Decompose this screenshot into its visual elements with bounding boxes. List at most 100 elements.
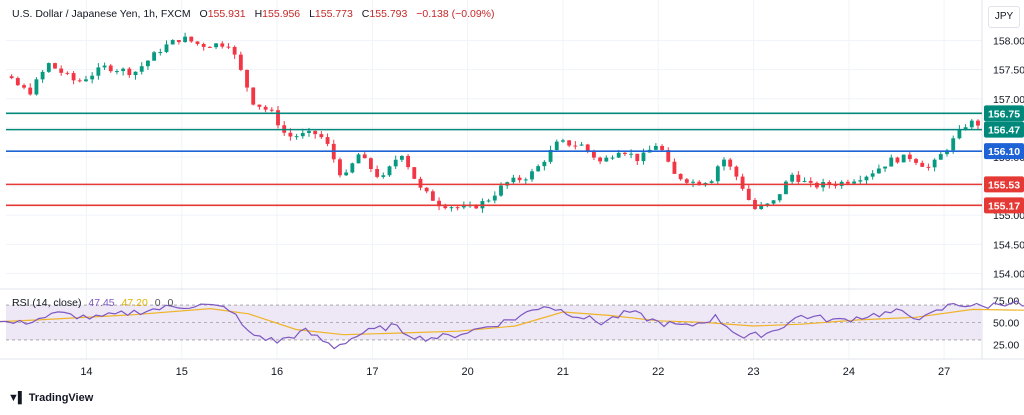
candle-body: [9, 76, 14, 79]
price-tick-label: 154.50: [993, 239, 1024, 251]
level-label-156.10: 156.10: [988, 146, 1020, 158]
candle-body: [567, 140, 572, 146]
candle-body: [653, 145, 658, 150]
level-badge-156.75: [984, 105, 1024, 122]
candle-body: [34, 79, 39, 95]
high-label: H: [254, 8, 263, 20]
close-value: 155.793: [369, 8, 408, 20]
candle-body: [325, 137, 330, 144]
candle-body: [845, 181, 850, 184]
low-label: L: [309, 8, 315, 20]
level-label-155.53: 155.53: [988, 179, 1020, 191]
level-badge-155.17: [984, 197, 1024, 214]
price-tick-label: 158.00: [993, 36, 1024, 48]
candle-body: [722, 159, 726, 167]
candle-body: [945, 150, 949, 155]
candle-body: [474, 205, 479, 209]
candle-body: [399, 155, 404, 160]
candle-body: [362, 154, 367, 159]
candle-body: [641, 152, 646, 162]
candle-body: [102, 65, 107, 68]
candle-body: [784, 181, 788, 195]
rsi-tick-label: 25.00: [993, 339, 1019, 351]
candle-body: [455, 207, 460, 209]
candle-body: [561, 140, 565, 142]
brand-name: TradingView: [28, 392, 94, 404]
candle-body: [375, 169, 380, 177]
rsi-legend: RSI (14, close) 47.45 47.20 0 0: [12, 297, 173, 309]
candle-body: [920, 162, 925, 167]
rsi-line: [0, 300, 1024, 350]
candle-body: [629, 153, 634, 155]
candle-body: [889, 157, 894, 167]
candle-body: [319, 134, 324, 138]
candle-body: [548, 149, 553, 162]
symbol-title: U.S. Dollar / Japanese Yen, 1h, FXCM: [12, 8, 191, 20]
candle-body: [71, 73, 76, 81]
candle-body: [938, 154, 943, 160]
candle-body: [424, 187, 429, 192]
candle-body: [15, 78, 20, 86]
candle-body: [164, 44, 169, 53]
candle-body: [158, 52, 163, 54]
candle-body: [969, 120, 974, 128]
rsi-zero-2: 0: [167, 297, 174, 309]
candle-body: [53, 63, 57, 69]
rsi-value: 47.45: [88, 297, 115, 309]
candle-body: [852, 181, 857, 184]
candle-body: [387, 166, 392, 176]
candle-body: [238, 54, 243, 70]
time-tick-label: 21: [557, 366, 569, 378]
time-tick-label: 14: [80, 366, 92, 378]
tradingview-logo[interactable]: ▼▌ TradingView: [8, 392, 93, 404]
change-value: −0.138 (−0.09%): [416, 8, 495, 20]
price-tick-label: 157.00: [993, 94, 1024, 106]
rsi-ma-value: 47.20: [121, 297, 148, 309]
candle-body: [765, 203, 770, 206]
candle-body: [536, 166, 541, 172]
candle-body: [808, 180, 813, 183]
level-label-155.17: 155.17: [988, 200, 1020, 212]
candle-body: [771, 200, 776, 204]
candle-body: [108, 65, 113, 72]
candle-body: [437, 200, 441, 207]
candle-body: [876, 168, 881, 174]
candle-body: [585, 144, 590, 151]
candle-body: [139, 66, 144, 72]
candle-body: [288, 132, 293, 137]
low-value: 155.773: [314, 8, 353, 20]
candle-body: [369, 158, 373, 170]
candle-body: [672, 161, 677, 174]
candle-body: [486, 200, 491, 202]
candle-body: [610, 157, 615, 159]
candle-body: [499, 185, 503, 196]
high-value: 155.956: [262, 8, 301, 20]
rsi-label: RSI (14, close): [12, 297, 82, 309]
price-tick-label: 154.00: [993, 268, 1024, 280]
candle-body: [796, 174, 801, 182]
close-label: C: [361, 8, 370, 20]
candle-body: [121, 68, 126, 72]
candle-body: [697, 181, 702, 186]
candle-body: [90, 75, 95, 80]
time-tick-label: 17: [366, 366, 378, 378]
candle-body: [412, 167, 417, 179]
candle-body: [635, 153, 640, 162]
candle-body: [604, 157, 609, 162]
candle-body: [858, 180, 863, 182]
candle-body: [802, 180, 807, 182]
level-badge-155.53: [984, 176, 1024, 193]
candle-body: [381, 175, 386, 177]
candle-body: [406, 155, 411, 168]
candle-body: [338, 159, 342, 176]
candle-body: [963, 127, 968, 130]
candle-body: [691, 181, 695, 183]
currency-button[interactable]: JPY: [988, 6, 1020, 28]
candle-body: [183, 36, 188, 43]
time-tick-label: 27: [938, 366, 950, 378]
price-tick-label: 157.50: [993, 65, 1024, 77]
candle-body: [622, 152, 627, 155]
candle-body: [734, 166, 739, 177]
